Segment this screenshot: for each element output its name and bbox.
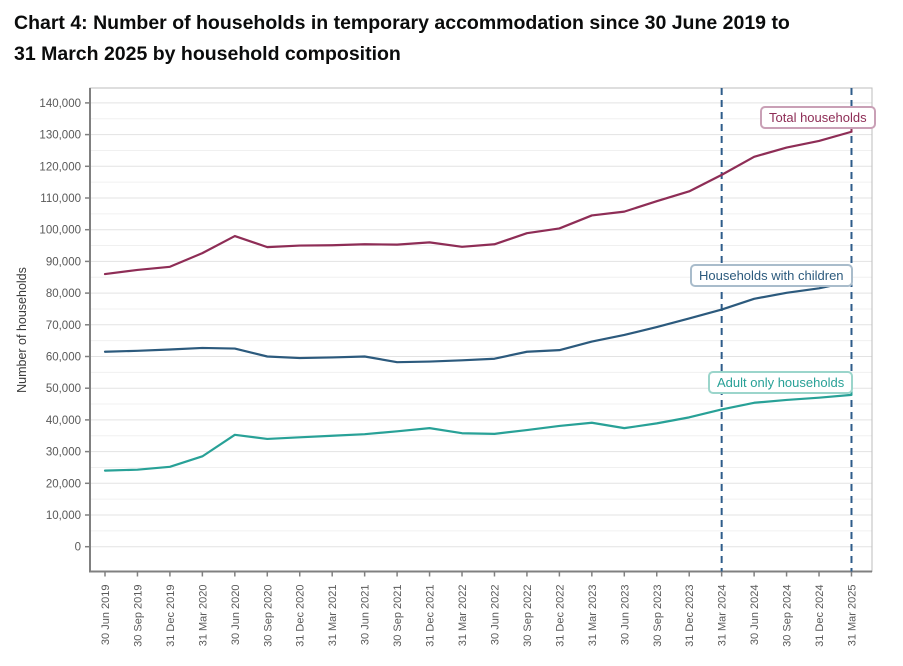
- y-tick-label: 10,000: [46, 510, 81, 522]
- x-tick-label: 30 Jun 2021: [360, 585, 372, 646]
- y-tick-label: 0: [75, 542, 81, 554]
- y-axis-ticks: 0 10,000 20,000 30,000 40,000 50,000 60,000 70,…: [39, 98, 90, 554]
- y-tick-label: 110,000: [40, 193, 81, 205]
- x-tick-label: 30 Sep 2021: [392, 585, 404, 647]
- chart-title-line-2: 31 March 2025 by household composition: [14, 43, 401, 65]
- series-2: [103, 388, 853, 472]
- x-axis-ticks: 30 Jun 2019 30 Sep 2019 31 Dec 2019 31 Mar …: [100, 571, 858, 647]
- x-tick-label: 31 Mar 2024: [717, 585, 729, 647]
- y-tick-label: 50,000: [46, 383, 81, 395]
- x-tick-label: 30 Jun 2022: [489, 585, 501, 646]
- x-tick-label: 30 Jun 2019: [100, 585, 112, 646]
- y-tick-label: 120,000: [39, 161, 81, 173]
- y-tick-label: 70,000: [46, 320, 81, 332]
- x-tick-label: 30 Sep 2022: [522, 585, 534, 647]
- y-axis-title: Number of households: [15, 267, 29, 393]
- series-label-adult-only-households: Adult only households: [708, 371, 854, 394]
- series-1: [103, 275, 853, 364]
- series-line: [103, 393, 853, 472]
- x-tick-label: 31 Mar 2025: [846, 585, 858, 647]
- x-tick-label: 31 Mar 2020: [197, 585, 209, 647]
- x-tick-label: 30 Jun 2024: [749, 585, 761, 646]
- x-tick-label: 30 Sep 2020: [262, 585, 274, 647]
- x-tick-label: 31 Mar 2022: [457, 585, 469, 647]
- x-tick-label: 31 Dec 2023: [684, 585, 696, 647]
- y-tick-label: 80,000: [46, 288, 81, 300]
- y-tick-label: 100,000: [39, 225, 81, 237]
- gridlines: [90, 102, 872, 548]
- x-tick-label: 31 Dec 2021: [425, 585, 437, 647]
- marker-lines: [720, 88, 853, 572]
- x-tick-label: 30 Sep 2019: [132, 585, 144, 647]
- y-tick-label: 30,000: [46, 447, 81, 459]
- y-tick-label: 140,000: [39, 98, 81, 110]
- y-tick-label: 60,000: [46, 352, 81, 364]
- y-tick-label: 90,000: [46, 256, 81, 268]
- series-0: [103, 125, 853, 276]
- y-tick-label: 40,000: [46, 415, 81, 427]
- y-tick-label: 130,000: [39, 130, 81, 142]
- chart-title-line-1: Chart 4: Number of households in tempora…: [14, 12, 790, 34]
- x-tick-label: 30 Jun 2020: [230, 585, 242, 646]
- x-tick-label: 30 Sep 2023: [652, 585, 664, 647]
- y-tick-label: 20,000: [46, 478, 81, 490]
- series-label-total-households: Total households: [760, 106, 876, 129]
- x-tick-label: 31 Dec 2022: [554, 585, 566, 647]
- chart-title: Chart 4: Number of households in tempora…: [14, 8, 892, 70]
- series-line: [103, 130, 853, 276]
- series-label-households-with-children: Households with children: [690, 264, 853, 287]
- x-tick-label: 31 Mar 2021: [327, 585, 339, 647]
- series-line: [103, 280, 853, 364]
- x-tick-label: 30 Sep 2024: [782, 585, 794, 647]
- axes: [89, 87, 873, 573]
- x-tick-label: 31 Mar 2023: [587, 585, 599, 647]
- x-tick-label: 31 Dec 2019: [165, 585, 177, 647]
- x-tick-label: 31 Dec 2020: [295, 585, 307, 647]
- x-tick-label: 31 Dec 2024: [814, 585, 826, 647]
- x-tick-label: 30 Jun 2023: [619, 585, 631, 646]
